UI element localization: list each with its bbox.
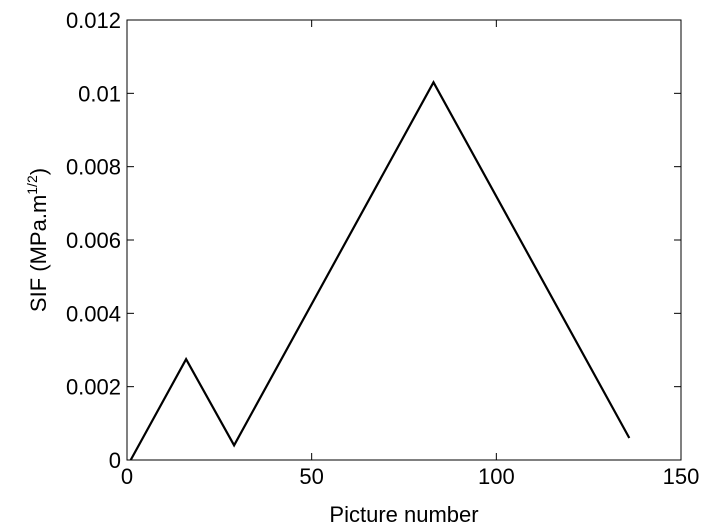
- y-tick-label: 0.008: [66, 155, 121, 180]
- series-line: [129, 80, 631, 461]
- y-axis-ticks: 0 0.002 0.004 0.006 0.008 0.01 0.012: [66, 8, 681, 473]
- y-tick-label: 0.002: [66, 375, 121, 400]
- y-tick-label: 0.006: [66, 228, 121, 253]
- y-axis-label-close: ): [26, 168, 51, 175]
- y-axis-label-main: SIF (MPa.m: [26, 195, 51, 312]
- y-tick-label: 0: [109, 448, 121, 473]
- x-tick-label: 150: [663, 464, 700, 489]
- y-tick-label: 0.01: [78, 81, 121, 106]
- x-axis-label: Picture number: [329, 502, 478, 527]
- y-axis-label: SIF (MPa.m1/2): [24, 168, 51, 312]
- y-tick-label: 0.012: [66, 8, 121, 33]
- x-tick-label: 100: [478, 464, 515, 489]
- y-tick-label: 0.004: [66, 301, 121, 326]
- y-axis-label-superscript: 1/2: [24, 175, 40, 195]
- x-axis-ticks: 0 50 100 150: [121, 20, 699, 489]
- x-tick-label: 0: [121, 464, 133, 489]
- x-tick-label: 50: [299, 464, 323, 489]
- plot-area: [126, 19, 682, 461]
- series-group: [129, 80, 631, 461]
